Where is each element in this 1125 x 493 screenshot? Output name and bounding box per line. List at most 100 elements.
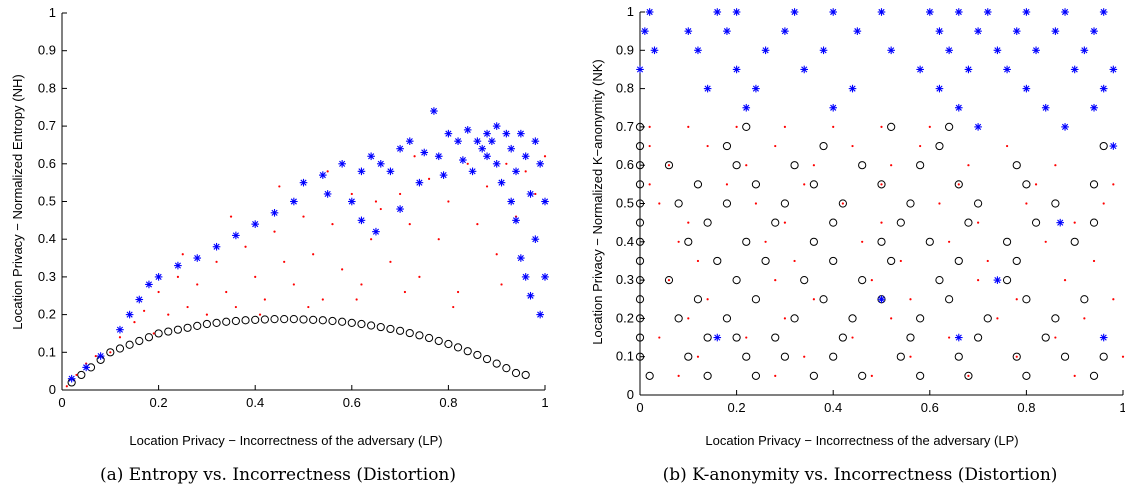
point-asterisk-b — [1070, 65, 1079, 74]
point-circle-b — [896, 218, 905, 227]
point-asterisk-a — [405, 137, 414, 145]
y-tick-label-b: 0.2 — [616, 310, 634, 325]
point-circle-b — [635, 237, 645, 246]
point-circle-b — [1022, 180, 1031, 189]
point-circle-b — [954, 352, 963, 361]
point-circle-a — [260, 315, 269, 324]
point-circle-b — [780, 199, 790, 208]
point-circle-a — [434, 336, 443, 346]
point-circle-b — [732, 276, 741, 285]
y-tick-label-a: 0.2 — [38, 307, 56, 322]
point-circle-b — [1099, 352, 1108, 361]
point-dot-b — [725, 183, 729, 186]
point-circle-b — [1041, 333, 1050, 342]
point-asterisk-b — [723, 27, 731, 35]
point-asterisk-a — [96, 352, 105, 360]
point-dot-b — [977, 279, 980, 282]
point-asterisk-b — [1090, 103, 1098, 112]
point-dot-a — [543, 155, 547, 158]
point-dot-b — [909, 355, 912, 358]
point-dot-b — [783, 317, 787, 320]
point-dot-a — [225, 290, 228, 294]
point-asterisk-a — [531, 235, 540, 243]
point-dot-b — [754, 202, 758, 205]
point-asterisk-b — [993, 46, 1002, 55]
point-circle-a — [357, 319, 366, 329]
point-asterisk-b — [1061, 8, 1069, 16]
point-circle-b — [703, 371, 712, 380]
point-dot-b — [957, 183, 960, 186]
point-asterisk-a — [541, 273, 549, 281]
point-dot-b — [1121, 355, 1125, 358]
point-circle-b — [1089, 371, 1099, 380]
point-dot-b — [667, 164, 671, 167]
point-dot-b — [735, 125, 738, 128]
point-asterisk-b — [1051, 27, 1060, 35]
point-asterisk-b — [848, 84, 857, 93]
point-circle-a — [106, 348, 115, 357]
point-asterisk-b — [974, 27, 982, 35]
point-dot-b — [648, 125, 651, 128]
point-dot-a — [452, 305, 455, 309]
point-circle-b — [1012, 352, 1021, 361]
point-circle-b — [635, 352, 645, 361]
point-dot-b — [948, 240, 951, 243]
point-asterisk-a — [531, 137, 540, 145]
point-circle-b — [1051, 314, 1060, 323]
point-circle-b — [674, 199, 683, 208]
point-circle-a — [444, 339, 453, 349]
point-circle-b — [838, 199, 847, 208]
point-dot-b — [648, 144, 651, 148]
point-circle-b — [703, 333, 712, 342]
point-asterisk-a — [497, 178, 506, 187]
point-dot-a — [143, 309, 146, 312]
caption-b: (b) K-anonymity vs. Incorrectness (Disto… — [663, 465, 1058, 485]
point-dot-a — [263, 298, 266, 301]
point-asterisk-b — [983, 8, 992, 16]
point-dot-a — [278, 185, 281, 188]
point-circle-a — [173, 325, 183, 334]
point-dot-a — [307, 305, 310, 309]
point-circle-a — [463, 347, 472, 356]
point-dot-b — [803, 355, 806, 358]
point-dot-a — [505, 162, 508, 165]
point-dot-b — [783, 125, 787, 128]
point-circle-b — [1070, 237, 1079, 246]
point-dot-b — [1054, 164, 1057, 167]
point-dot-b — [996, 317, 999, 320]
point-dot-a — [65, 385, 68, 388]
point-asterisk-b — [703, 84, 712, 93]
point-dot-a — [94, 354, 97, 358]
point-circle-b — [1080, 295, 1089, 304]
y-tick-label-b: 0.6 — [616, 157, 634, 172]
point-asterisk-a — [521, 152, 530, 161]
point-circle-b — [693, 180, 703, 189]
point-dot-b — [890, 164, 893, 167]
point-dot-b — [696, 355, 700, 358]
point-asterisk-a — [488, 137, 496, 145]
point-circle-b — [829, 256, 838, 266]
point-asterisk-b — [1022, 84, 1031, 93]
point-asterisk-b — [1041, 103, 1050, 112]
point-asterisk-a — [517, 129, 525, 138]
point-asterisk-a — [323, 190, 332, 198]
marks-a — [65, 107, 549, 388]
point-circle-a — [347, 318, 356, 327]
point-dot-a — [447, 200, 450, 203]
point-dot-a — [109, 351, 112, 354]
point-circle-a — [115, 344, 125, 353]
x-axis-label-a: Location Privacy − Incorrectness of the … — [129, 433, 442, 448]
point-circle-a — [396, 326, 405, 335]
point-dot-a — [500, 283, 503, 286]
y-tick-label-b: 0.1 — [616, 349, 634, 364]
point-circle-b — [896, 352, 905, 361]
x-tick-label-b: 0.2 — [728, 400, 746, 415]
point-circle-b — [635, 333, 645, 342]
point-circle-b — [732, 161, 741, 170]
point-asterisk-a — [193, 254, 202, 262]
point-circle-b — [664, 161, 674, 170]
point-dot-b — [648, 183, 651, 186]
point-circle-b — [713, 256, 722, 266]
point-circle-b — [674, 314, 683, 323]
